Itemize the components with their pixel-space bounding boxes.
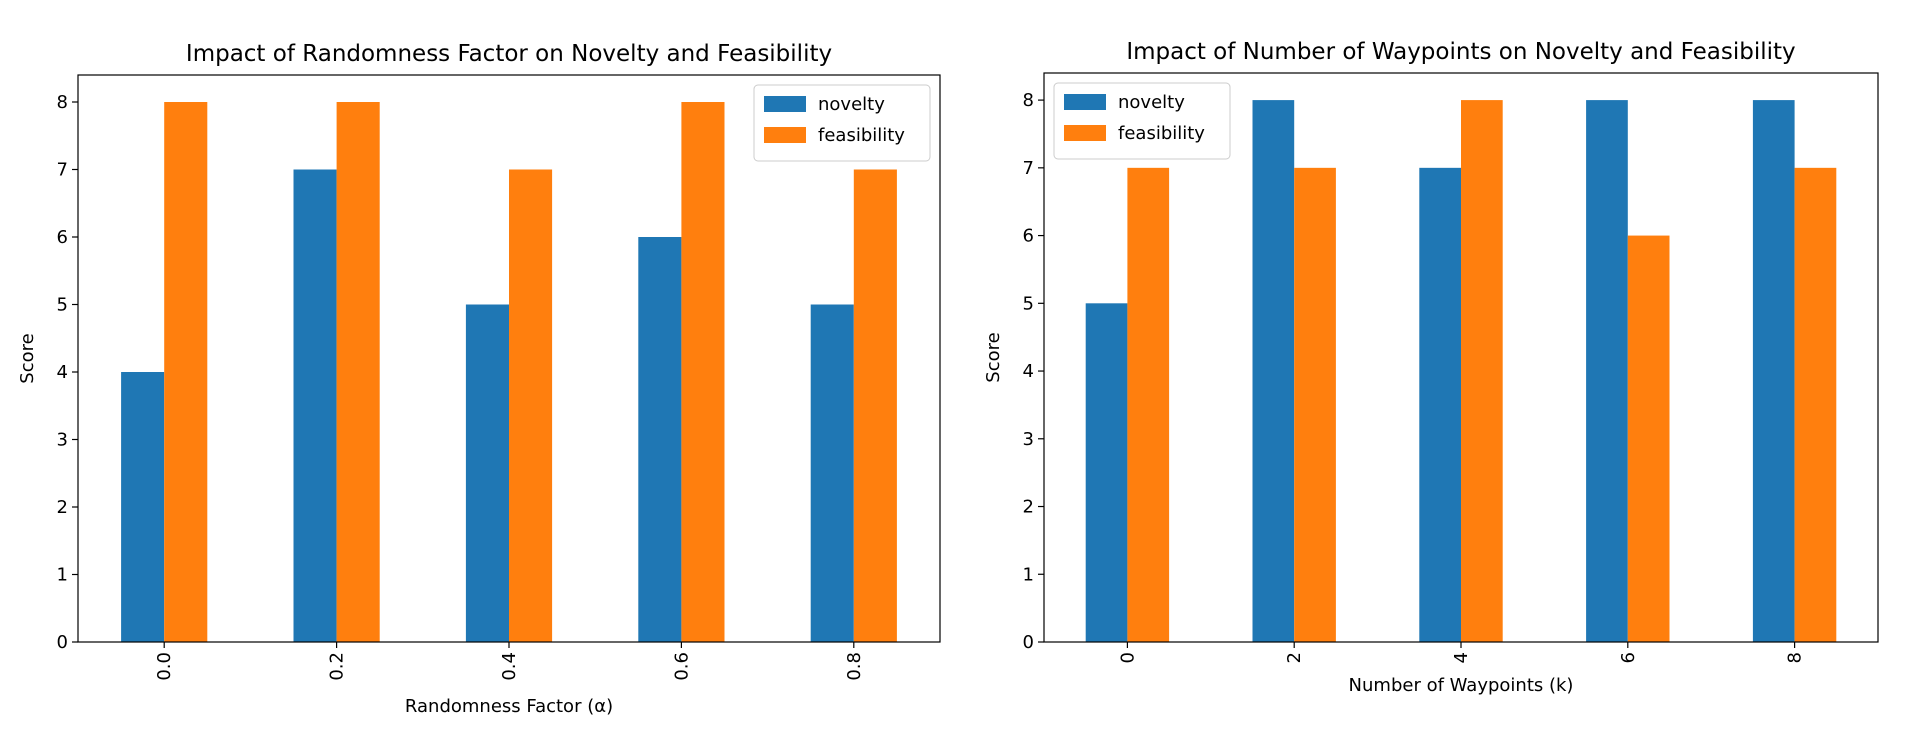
legend-swatch-novelty <box>764 96 806 112</box>
x-tick-label: 6 <box>1618 652 1639 663</box>
bar-feasibility-0.2 <box>336 102 380 642</box>
y-tick-label: 5 <box>1023 293 1034 314</box>
legend-label-novelty: novelty <box>818 94 885 115</box>
bar-novelty-2 <box>1252 100 1295 643</box>
bar-feasibility-0.0 <box>164 102 208 642</box>
bar-novelty-0.8 <box>810 304 854 642</box>
bar-feasibility-0.6 <box>681 102 725 642</box>
x-tick-label: 0.6 <box>671 652 692 681</box>
bar-novelty-0.4 <box>465 304 509 642</box>
y-tick-label: 8 <box>57 92 68 113</box>
bar-feasibility-0 <box>1127 167 1170 643</box>
y-tick-label: 0 <box>1023 632 1034 653</box>
bar-feasibility-6 <box>1627 235 1670 643</box>
y-tick-label: 6 <box>1023 226 1034 247</box>
y-tick-label: 3 <box>1023 429 1034 450</box>
y-axis-label: Score <box>17 333 38 383</box>
x-tick-label: 8 <box>1785 652 1806 663</box>
y-tick-label: 2 <box>1023 497 1034 518</box>
y-tick-label: 8 <box>1023 90 1034 111</box>
bar-novelty-8 <box>1752 100 1795 643</box>
x-tick-label: 2 <box>1284 652 1305 663</box>
legend-swatch-feasibility <box>1064 125 1106 141</box>
chart-title: Impact of Randomness Factor on Novelty a… <box>186 41 832 67</box>
bar-feasibility-0.4 <box>509 169 553 642</box>
x-tick-label: 0.2 <box>327 652 348 681</box>
chart-title: Impact of Number of Waypoints on Novelty… <box>1126 39 1795 65</box>
legend-swatch-novelty <box>1064 94 1106 110</box>
x-tick-label: 0.8 <box>844 652 865 681</box>
y-tick-label: 0 <box>57 632 68 653</box>
y-tick-label: 2 <box>57 497 68 518</box>
legend: novelty feasibility <box>1053 82 1231 160</box>
bar-feasibility-8 <box>1794 167 1837 643</box>
y-tick-label: 1 <box>57 565 68 586</box>
bar-novelty-0.0 <box>121 372 165 642</box>
y-tick-label: 4 <box>1023 361 1034 382</box>
chart-2: 0 1 2 3 4 5 6 7 8 0 2 4 6 8 Impact of Number of Waypoi… <box>983 39 1879 696</box>
y-tick-label: 5 <box>57 295 68 316</box>
y-tick-label: 1 <box>1023 564 1034 585</box>
legend-swatch-feasibility <box>764 127 806 143</box>
x-axis-label: Number of Waypoints (k) <box>1349 675 1574 696</box>
y-tick-label: 7 <box>1023 158 1034 179</box>
y-tick-label: 7 <box>57 160 68 181</box>
x-tick-label: 0.4 <box>499 652 520 681</box>
y-tick-label: 3 <box>57 430 68 451</box>
legend-label-novelty: novelty <box>1118 92 1185 113</box>
legend: novelty feasibility <box>753 84 931 162</box>
bar-novelty-0.6 <box>638 237 682 642</box>
x-axis-label: Randomness Factor (α) <box>405 696 613 717</box>
bar-novelty-4 <box>1419 167 1461 643</box>
bar-novelty-6 <box>1586 100 1628 643</box>
chart-1: 0 1 2 3 4 5 6 7 8 0.0 0.2 0.4 0.6 0.8 Impact of Random… <box>17 41 941 717</box>
bar-novelty-0 <box>1085 303 1128 642</box>
bar-feasibility-0.8 <box>853 169 897 642</box>
bar-feasibility-4 <box>1461 100 1503 643</box>
x-tick-label: 0.0 <box>154 652 175 681</box>
bar-novelty-0.2 <box>293 169 337 642</box>
legend-label-feasibility: feasibility <box>818 125 905 146</box>
bar-feasibility-2 <box>1294 167 1336 643</box>
y-axis-label: Score <box>983 332 1004 382</box>
x-tick-label: 4 <box>1451 652 1472 663</box>
y-tick-label: 4 <box>57 362 68 383</box>
y-tick-label: 6 <box>57 227 68 248</box>
legend-label-feasibility: feasibility <box>1118 123 1205 144</box>
x-tick-label: 0 <box>1117 652 1138 663</box>
